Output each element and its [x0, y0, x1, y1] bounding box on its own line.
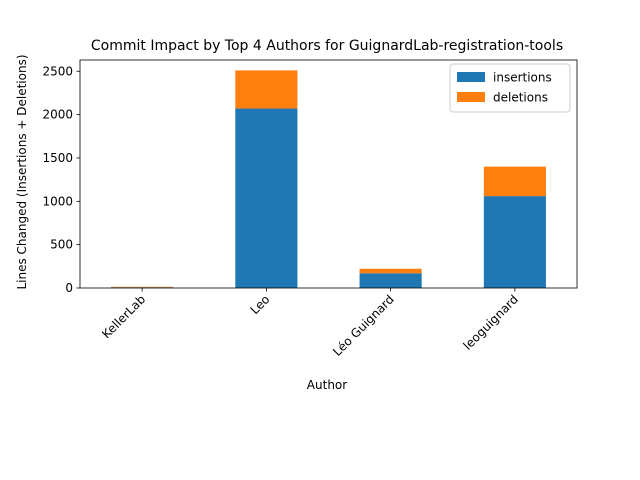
x-tick-label-leoguignard: leoguignard [461, 292, 521, 352]
y-tick-label: 500 [50, 238, 73, 252]
legend-swatch-insertions [457, 72, 485, 82]
legend-label-deletions: deletions [493, 91, 548, 105]
bar-deletions-leoguignard [483, 166, 546, 197]
y-tick-label: 1000 [42, 194, 73, 208]
x-axis-title: Author [307, 378, 347, 392]
bar-insertions-leo-guignard [359, 273, 422, 288]
legend-label-insertions: insertions [493, 71, 552, 85]
y-axis-title: Lines Changed (Insertions + Deletions) [15, 54, 29, 289]
bar-insertions-leoguignard [483, 196, 546, 288]
y-tick-label: 1500 [42, 151, 73, 165]
y-tick-label: 2000 [42, 108, 73, 122]
x-tick-label-leo-guignard: Léo Guignard [330, 292, 397, 359]
chart-title: Commit Impact by Top 4 Authors for Guign… [91, 38, 563, 54]
axes-frame [79, 59, 578, 289]
bar-deletions-leo-guignard [359, 268, 422, 274]
bar-deletions-kellerlab [111, 286, 174, 288]
y-tick-label: 2500 [42, 64, 73, 78]
bar-deletions-leo [235, 70, 298, 109]
bar-insertions-leo [235, 108, 298, 288]
y-tick-label: 0 [65, 281, 73, 295]
legend-swatch-deletions [457, 92, 485, 102]
legend: insertions deletions [449, 63, 571, 113]
x-tick-label-leo: Leo [248, 292, 273, 317]
x-tick-label-kellerlab: KellerLab [99, 292, 148, 341]
